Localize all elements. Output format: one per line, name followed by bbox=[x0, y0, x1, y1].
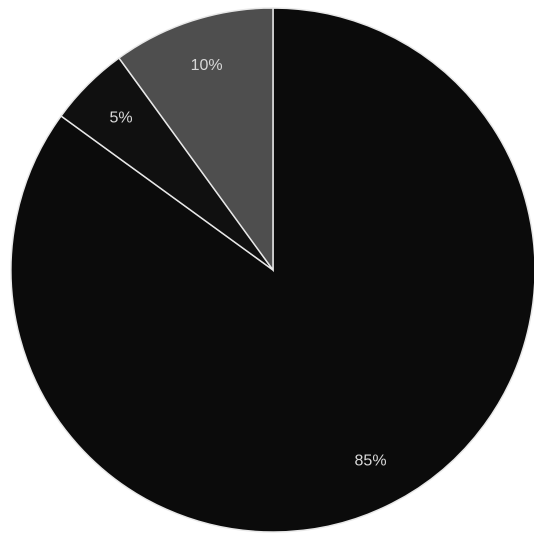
slice-label: 5% bbox=[110, 109, 133, 126]
slice-label: 10% bbox=[191, 57, 223, 74]
slice-label: 85% bbox=[355, 453, 387, 470]
pie-slice bbox=[117, 7, 274, 273]
